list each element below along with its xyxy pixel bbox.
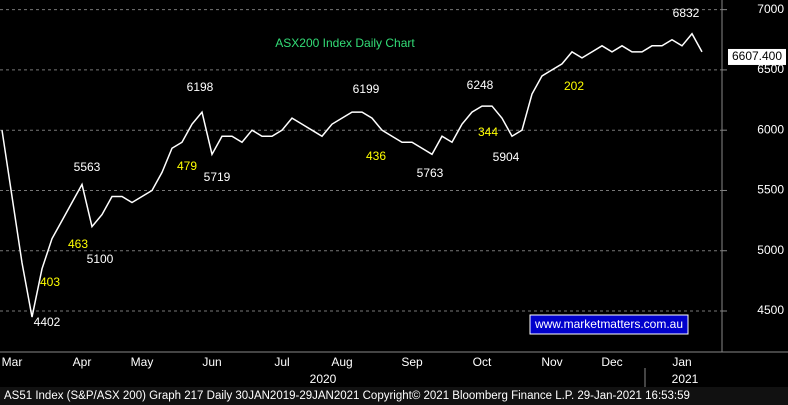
y-tick-label: 7000 [757,2,784,16]
annotation: 5563 [74,160,101,174]
annotation: 403 [40,275,60,289]
price-line [1,32,703,318]
annotation: 436 [366,149,386,163]
x-tick-label: Jul [274,355,289,369]
x-tick-label: Oct [473,355,492,369]
last-value-label: 6607.400 [732,49,782,63]
annotation: 5100 [87,252,114,266]
x-tick-label: Sep [401,355,423,369]
footer: AS51 Index (S&P/ASX 200) Graph 217 Daily… [4,390,690,402]
annotation: 6199 [353,82,380,96]
y-tick-label: 5500 [757,183,784,197]
source: www.marketmatters.com.au [534,317,683,331]
annotation: 5719 [204,170,231,184]
source-box [529,314,689,335]
annotation: 6198 [187,80,214,94]
last-value-box [728,48,786,65]
year-label: 2020 [310,372,337,386]
x-tick-label: Nov [541,355,562,369]
x-tick-label: May [131,355,154,369]
annotation: 5904 [493,150,520,164]
x-tick-label: Aug [331,355,352,369]
annotation: 202 [564,79,584,93]
x-tick-label: Jun [202,355,221,369]
annotation: 5763 [417,166,444,180]
y-tick-label: 5000 [757,243,784,257]
annotation: 479 [177,159,197,173]
y-tick-label: 4500 [757,303,784,317]
annotation: 4402 [34,315,61,329]
chart-title: ASX200 Index Daily Chart [275,36,415,50]
y-tick-label: 6000 [757,122,784,136]
footer-bar [0,387,788,405]
annotation: 6832 [673,6,700,20]
annotation: 344 [478,125,498,139]
year-label: 2021 [672,372,699,386]
annotation: 463 [68,237,88,251]
x-tick-label: Mar [2,355,23,369]
y-tick-label: 6500 [757,62,784,76]
x-tick-label: Apr [73,355,92,369]
x-tick-label: Dec [601,355,622,369]
annotation: 6248 [467,78,494,92]
x-tick-label: Jan [672,355,691,369]
